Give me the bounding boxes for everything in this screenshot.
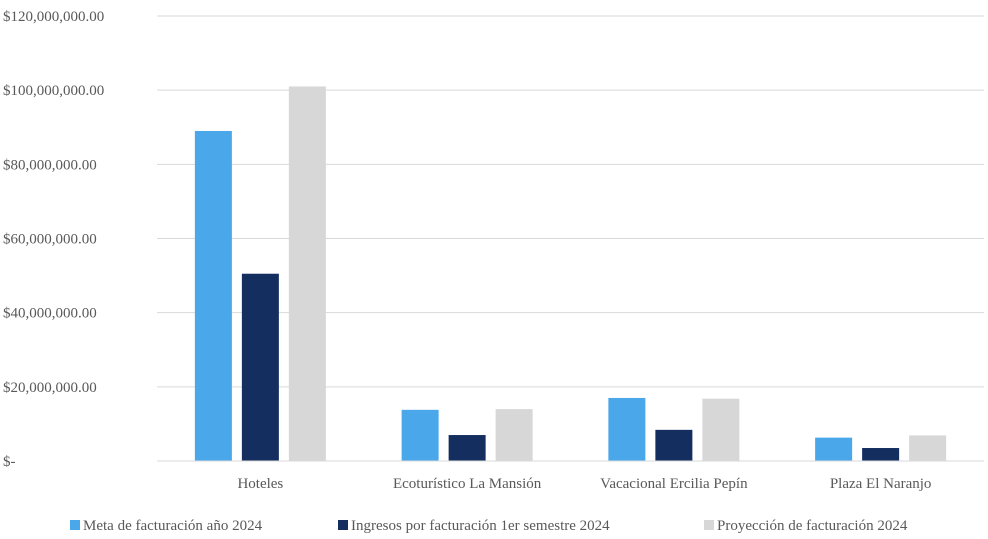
bar-3-3 [702, 399, 739, 461]
bar-2-1 [242, 274, 279, 461]
legend-label: Meta de facturación año 2024 [83, 518, 263, 534]
bar-1-1 [195, 131, 232, 461]
y-tick-label: $120,000,000.00 [3, 9, 104, 25]
y-tick-label: $100,000,000.00 [3, 83, 104, 99]
legend-swatch [704, 520, 714, 530]
bars [195, 86, 946, 461]
bar-2-3 [655, 430, 692, 461]
legend-swatch [338, 520, 348, 530]
gridlines [157, 16, 984, 387]
category-label: Ecoturístico La Mansión [393, 476, 542, 492]
category-label: Vacacional Ercilia Pepín [600, 476, 748, 492]
x-axis-category-labels: Hoteles Ecoturístico La Mansión Vacacional… [237, 476, 931, 492]
bar-3-2 [496, 409, 533, 461]
y-tick-label: $- [3, 454, 16, 470]
bar-1-2 [402, 410, 439, 461]
bar-2-2 [449, 435, 486, 461]
legend-label: Proyección de facturación 2024 [717, 518, 908, 534]
category-label: Hoteles [237, 476, 283, 492]
legend: Meta de facturación año 2024 Ingresos por… [70, 518, 908, 534]
bar-1-3 [608, 398, 645, 461]
legend-label: Ingresos por facturación 1er semestre 20… [351, 518, 610, 534]
y-tick-label: $40,000,000.00 [3, 306, 97, 322]
y-tick-label: $80,000,000.00 [3, 157, 97, 173]
y-tick-label: $60,000,000.00 [3, 232, 97, 248]
bar-2-4 [862, 448, 899, 461]
legend-swatch [70, 520, 80, 530]
y-tick-label: $20,000,000.00 [3, 380, 97, 396]
bar-1-4 [815, 438, 852, 461]
y-axis-tick-labels: $- $20,000,000.00 $40,000,000.00 $60,000,00… [3, 9, 104, 470]
category-label: Plaza El Naranjo [830, 476, 932, 492]
bar-3-4 [909, 435, 946, 461]
bar-3-1 [289, 86, 326, 461]
